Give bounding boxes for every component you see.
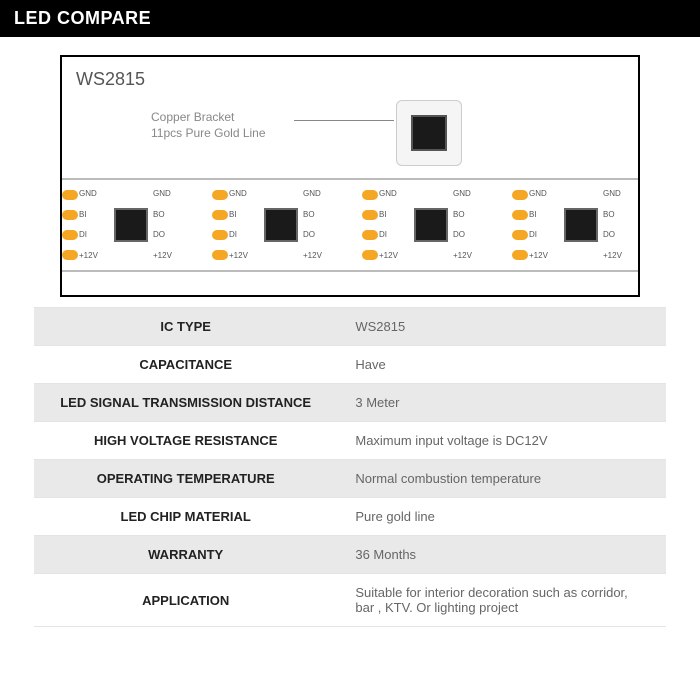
strip-chip-icon <box>564 208 598 242</box>
spec-label: CAPACITANCE <box>34 346 337 383</box>
strip-segment: GND BI DI +12V GND BO DO +12V <box>212 180 362 270</box>
pointer-line <box>294 120 394 121</box>
spec-label: IC TYPE <box>34 308 337 345</box>
cut-marks-icon <box>512 180 528 270</box>
spec-row: LED SIGNAL TRANSMISSION DISTANCE 3 Meter <box>34 383 666 421</box>
led-strip: GND BI DI +12V GND BO DO +12V GN <box>62 178 638 272</box>
spec-row: WARRANTY 36 Months <box>34 535 666 573</box>
pad-labels-in: GND BI DI +12V <box>528 180 560 270</box>
strip-chip-icon <box>114 208 148 242</box>
callout-1: Copper Bracket <box>151 110 266 124</box>
strip-chip-icon <box>414 208 448 242</box>
diagram-box: WS2815 Copper Bracket 11pcs Pure Gold Li… <box>60 55 640 297</box>
strip-chip-icon <box>264 208 298 242</box>
spec-row: IC TYPE WS2815 <box>34 307 666 345</box>
spec-table: IC TYPE WS2815 CAPACITANCE Have LED SIGN… <box>0 307 700 627</box>
chip-die-icon <box>411 115 447 151</box>
chip-large-icon <box>396 100 462 166</box>
spec-row: APPLICATION Suitable for interior decora… <box>34 573 666 627</box>
pad-labels-in: GND BI DI +12V <box>78 180 110 270</box>
spec-row: LED CHIP MATERIAL Pure gold line <box>34 497 666 535</box>
pad-labels-in: GND BI DI +12V <box>378 180 410 270</box>
spec-value: WS2815 <box>337 308 666 345</box>
cut-marks-icon <box>62 180 78 270</box>
cut-marks-icon <box>362 180 378 270</box>
callout-area: Copper Bracket 11pcs Pure Gold Line <box>76 100 624 178</box>
spec-row: HIGH VOLTAGE RESISTANCE Maximum input vo… <box>34 421 666 459</box>
model-label: WS2815 <box>76 69 624 90</box>
spec-value: 3 Meter <box>337 384 666 421</box>
spec-row: OPERATING TEMPERATURE Normal combustion … <box>34 459 666 497</box>
strip-segment: GND BI DI +12V GND BO DO +12V <box>512 180 638 270</box>
spec-row: CAPACITANCE Have <box>34 345 666 383</box>
spec-value: Suitable for interior decoration such as… <box>337 574 666 626</box>
pad-labels-out: GND BO DO +12V <box>602 180 634 270</box>
callout-text: Copper Bracket 11pcs Pure Gold Line <box>151 110 266 140</box>
spec-label: WARRANTY <box>34 536 337 573</box>
pad-labels-out: GND BO DO +12V <box>452 180 484 270</box>
pad-labels-out: GND BO DO +12V <box>152 180 184 270</box>
spec-value: Normal combustion temperature <box>337 460 666 497</box>
spec-label: LED CHIP MATERIAL <box>34 498 337 535</box>
spec-label: OPERATING TEMPERATURE <box>34 460 337 497</box>
header-title: LED COMPARE <box>14 8 151 28</box>
spec-value: Pure gold line <box>337 498 666 535</box>
strip-segment: GND BI DI +12V GND BO DO +12V <box>362 180 512 270</box>
spec-value: Have <box>337 346 666 383</box>
spec-value: 36 Months <box>337 536 666 573</box>
spec-label: LED SIGNAL TRANSMISSION DISTANCE <box>34 384 337 421</box>
pad-labels-in: GND BI DI +12V <box>228 180 260 270</box>
callout-2: 11pcs Pure Gold Line <box>151 126 266 140</box>
strip-segment: GND BI DI +12V GND BO DO +12V <box>62 180 212 270</box>
diagram-wrapper: WS2815 Copper Bracket 11pcs Pure Gold Li… <box>0 37 700 307</box>
pad-labels-out: GND BO DO +12V <box>302 180 334 270</box>
spec-label: HIGH VOLTAGE RESISTANCE <box>34 422 337 459</box>
spec-label: APPLICATION <box>34 574 337 626</box>
cut-marks-icon <box>212 180 228 270</box>
spec-value: Maximum input voltage is DC12V <box>337 422 666 459</box>
header-bar: LED COMPARE <box>0 0 700 37</box>
